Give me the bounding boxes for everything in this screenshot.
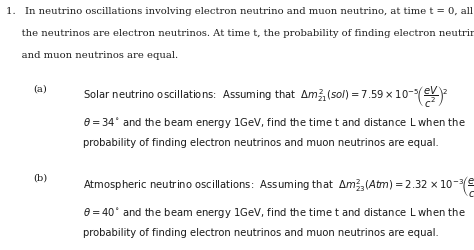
- Text: the neutrinos are electron neutrinos. At time t, the probability of finding elec: the neutrinos are electron neutrinos. At…: [6, 30, 474, 38]
- Text: $\theta = 40^{\circ}$ and the beam energy 1GeV, find the time t and distance L w: $\theta = 40^{\circ}$ and the beam energ…: [83, 206, 466, 220]
- Text: Atmospheric neutrino oscillations:  Assuming that  $\Delta m^2_{23}(Atm) = 2.32\: Atmospheric neutrino oscillations: Assum…: [83, 174, 474, 199]
- Text: Solar neutrino oscillations:  Assuming that  $\Delta m^2_{21}(sol) = 7.59\times1: Solar neutrino oscillations: Assuming th…: [83, 84, 448, 110]
- Text: $\theta = 34^{\circ}$ and the beam energy 1GeV, find the time t and distance L w: $\theta = 34^{\circ}$ and the beam energ…: [83, 116, 466, 130]
- Text: (b): (b): [33, 174, 47, 182]
- Text: (a): (a): [33, 84, 47, 94]
- Text: probability of finding electron neutrinos and muon neutrinos are equal.: probability of finding electron neutrino…: [83, 138, 439, 148]
- Text: and muon neutrinos are equal.: and muon neutrinos are equal.: [6, 52, 178, 60]
- Text: probability of finding electron neutrinos and muon neutrinos are equal.: probability of finding electron neutrino…: [83, 228, 439, 237]
- Text: 1.   In neutrino oscillations involving electron neutrino and muon neutrino, at : 1. In neutrino oscillations involving el…: [6, 8, 473, 16]
